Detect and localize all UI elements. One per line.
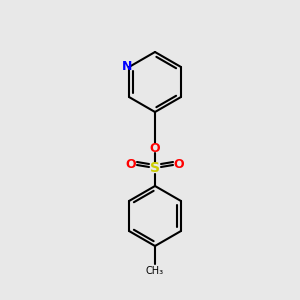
Text: O: O: [150, 142, 160, 154]
Text: CH₃: CH₃: [146, 266, 164, 276]
Text: O: O: [126, 158, 136, 170]
Text: S: S: [150, 161, 160, 175]
Text: O: O: [174, 158, 184, 170]
Text: N: N: [122, 61, 132, 74]
